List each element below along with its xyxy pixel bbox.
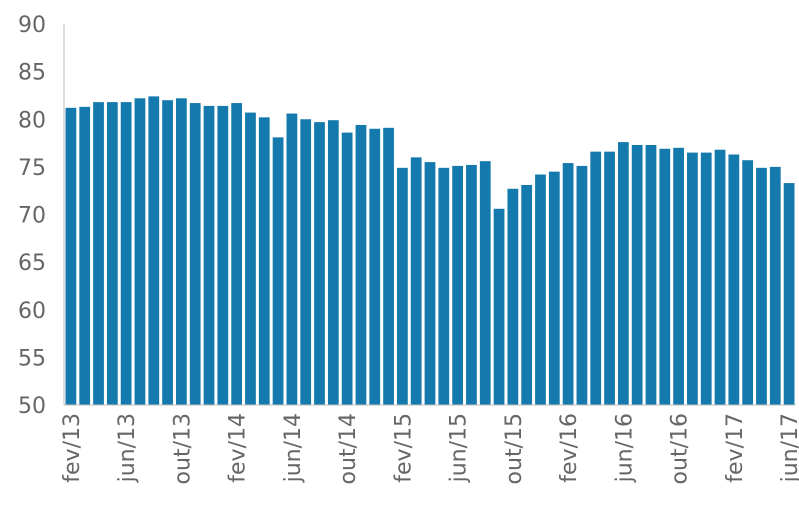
x-tick-label: out/13	[170, 413, 195, 484]
bar-abr/13	[93, 102, 104, 406]
x-tick-label: jun/14	[281, 413, 306, 483]
bar-jul/14	[300, 119, 312, 405]
bar-mar/13	[79, 106, 91, 406]
bar-mai/15	[438, 167, 450, 405]
bar-jun/15	[452, 165, 464, 405]
x-tick-label: fev/16	[557, 413, 582, 483]
x-tick-labels: fev/13 jun/13 out/13 fev/14 jun/14 out/14 fev/…	[60, 413, 799, 484]
x-tick-label: out/15	[502, 413, 527, 484]
bar-mai/14	[272, 137, 284, 405]
y-tick-labels: 50 55 60 65 70 75 80 85 90	[18, 13, 46, 419]
bar-nov/16	[687, 152, 698, 405]
bar-fev/17	[728, 154, 740, 405]
x-tick-label: jun/13	[115, 413, 140, 483]
bar-ago/13	[148, 96, 160, 405]
bar-nov/15	[521, 184, 533, 405]
bar-mar/17	[742, 160, 754, 405]
y-tick-label: 90	[18, 13, 46, 38]
bar-abr/14	[258, 117, 270, 405]
x-tick-label: jun/16	[612, 413, 637, 483]
bar-dez/14	[369, 128, 381, 405]
bar-jul/16	[631, 144, 643, 405]
bar-mar/16	[576, 165, 588, 405]
bar-mai/13	[106, 102, 118, 406]
bar-jun/14	[286, 113, 298, 405]
y-tick-label: 85	[18, 61, 46, 86]
bar-out/13	[176, 98, 187, 405]
x-tick-label: out/16	[668, 413, 693, 484]
bar-jan/16	[548, 171, 560, 405]
x-tick-label: fev/14	[226, 413, 251, 483]
bar-fev/15	[396, 167, 408, 405]
bar-jun/16	[617, 142, 629, 406]
y-tick-label: 80	[18, 108, 46, 133]
y-tick-label: 60	[18, 299, 46, 324]
x-tick-label: fev/15	[391, 413, 416, 483]
bar-set/14	[327, 120, 339, 405]
bar-set/15	[493, 208, 505, 405]
bar-jul/15	[466, 164, 477, 405]
bar-dez/15	[535, 174, 546, 405]
bar-out/14	[341, 132, 353, 405]
bar-fev/16	[562, 163, 574, 405]
x-tick-label: fev/17	[723, 413, 748, 483]
bar-nov/14	[355, 124, 367, 406]
bar-jan/15	[383, 127, 394, 405]
bar-mar/15	[410, 157, 422, 405]
bar-nov/13	[189, 103, 201, 405]
bar-jan/17	[714, 149, 726, 405]
bar-dez/16	[700, 152, 712, 405]
bar-mai/16	[604, 151, 615, 405]
bar-ago/14	[314, 122, 325, 406]
bar-mai/17	[769, 166, 781, 406]
x-tick-label: out/14	[336, 413, 361, 484]
y-tick-label: 70	[18, 204, 46, 229]
y-tick-label: 50	[18, 394, 46, 419]
bar-jun/13	[120, 102, 132, 406]
x-tick-label: jun/17	[778, 413, 799, 483]
bar-fev/14	[231, 103, 243, 405]
bar-abr/17	[756, 167, 767, 405]
bar-ago/15	[479, 161, 491, 405]
x-tick-label: jun/15	[447, 413, 472, 483]
y-tick-label: 55	[18, 346, 46, 371]
bar-jul/13	[134, 98, 146, 405]
bar-set/16	[659, 148, 671, 405]
bar-ago/16	[645, 144, 657, 405]
y-tick-label: 65	[18, 251, 46, 276]
bar-abr/16	[590, 151, 602, 405]
bar-set/13	[162, 100, 173, 405]
bar-out/15	[507, 188, 519, 405]
bar-jan/14	[217, 105, 229, 405]
y-tick-label: 75	[18, 156, 46, 181]
bar-jun/17	[783, 183, 795, 405]
bar-dez/13	[203, 105, 215, 405]
bar-abr/15	[424, 162, 436, 405]
bars-group	[65, 96, 795, 406]
x-tick-label: fev/13	[60, 413, 85, 483]
bar-fev/13	[65, 107, 77, 405]
bar-mar/14	[245, 112, 256, 405]
bar-out/16	[673, 147, 684, 405]
